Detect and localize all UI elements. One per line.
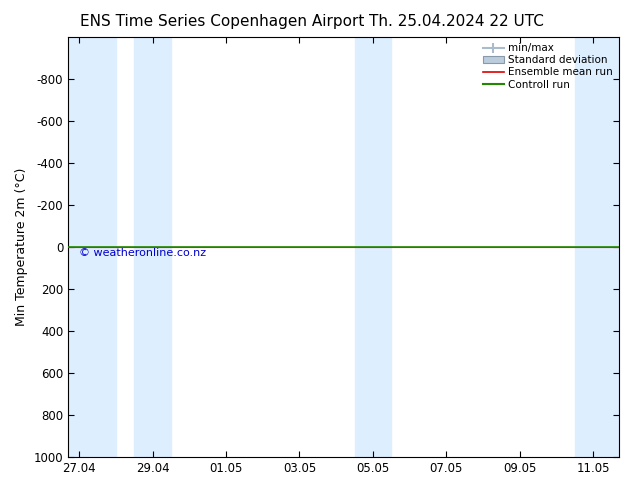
Legend: min/max, Standard deviation, Ensemble mean run, Controll run: min/max, Standard deviation, Ensemble me… xyxy=(480,40,616,93)
Text: © weatheronline.co.nz: © weatheronline.co.nz xyxy=(79,248,206,258)
Bar xyxy=(134,37,171,457)
Text: Th. 25.04.2024 22 UTC: Th. 25.04.2024 22 UTC xyxy=(369,14,544,29)
Bar xyxy=(575,37,619,457)
Y-axis label: Min Temperature 2m (°C): Min Temperature 2m (°C) xyxy=(15,168,28,326)
Bar xyxy=(354,37,391,457)
Bar xyxy=(68,37,116,457)
Text: ENS Time Series Copenhagen Airport: ENS Time Series Copenhagen Airport xyxy=(80,14,364,29)
